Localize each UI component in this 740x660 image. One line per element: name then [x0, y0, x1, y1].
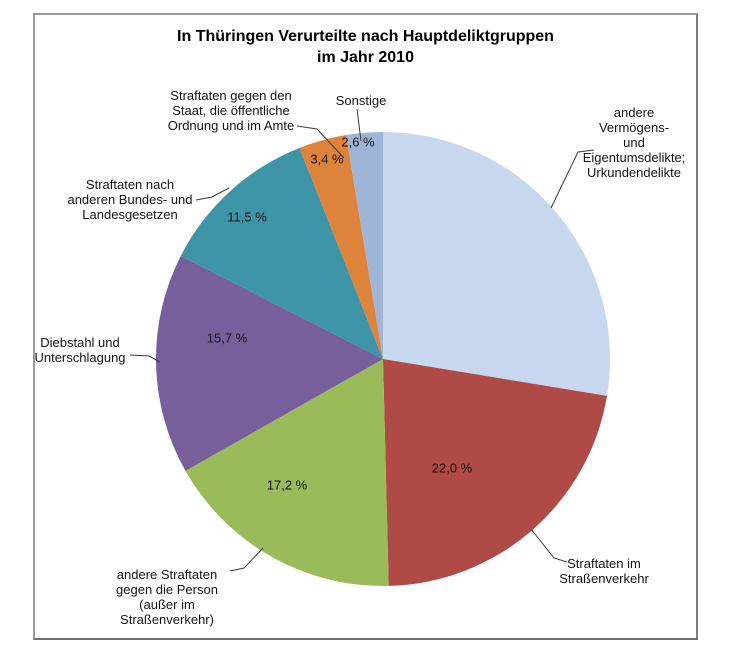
callout-label-strassenverkehr: Straftaten im Straßenverkehr — [559, 556, 649, 586]
leader-line-person — [229, 547, 264, 572]
pie-slice-person — [185, 359, 389, 587]
pct-label-diebstahl: 15,7 % — [206, 330, 248, 346]
callout-label-person: andere Straftaten gegen die Person (auße… — [116, 567, 218, 627]
callout-label-staat: Straftaten gegen den Staat, die öffentli… — [167, 88, 295, 133]
callout-label-diebstahl: Diebstahl und Unterschlagung — [34, 335, 126, 365]
pct-label-bundesgesetze: 11,5 % — [227, 209, 267, 225]
callout-label-bundesgesetze: Straftaten nach anderen Bundes- und Land… — [67, 177, 193, 222]
pie-slice-sonstige — [346, 132, 383, 359]
callout-label-vermoegensdelikte: andere Vermögens- und Eigentumsdelikte; … — [582, 105, 686, 180]
pie-slice-diebstahl — [155, 255, 383, 471]
chart-title: In Thüringen Verurteilte nach Hauptdelik… — [177, 28, 554, 66]
callout-label-sonstige: Sonstige — [335, 93, 387, 108]
leader-line-bundesgesetze — [195, 187, 230, 201]
pct-label-strassenverkehr: 22,0 % — [431, 460, 473, 476]
leader-lines — [129, 108, 595, 572]
pct-label-sonstige: 2,6 % — [341, 134, 375, 150]
pct-label-staat: 3,4 % — [310, 151, 344, 167]
leader-line-strassenverkehr — [530, 528, 568, 563]
leader-line-diebstahl — [129, 354, 161, 363]
leader-line-staat — [296, 125, 345, 159]
leader-line-sonstige — [356, 108, 362, 142]
pie-slices — [155, 132, 611, 587]
pie-slice-strassenverkehr — [383, 359, 607, 586]
pie-slice-staat — [299, 135, 383, 359]
pct-label-person: 17,2 % — [266, 477, 308, 493]
pie-slice-vermoegensdelikte — [383, 132, 611, 396]
pie-slice-bundesgesetze — [180, 147, 383, 359]
leader-line-vermoegensdelikte — [550, 149, 595, 209]
